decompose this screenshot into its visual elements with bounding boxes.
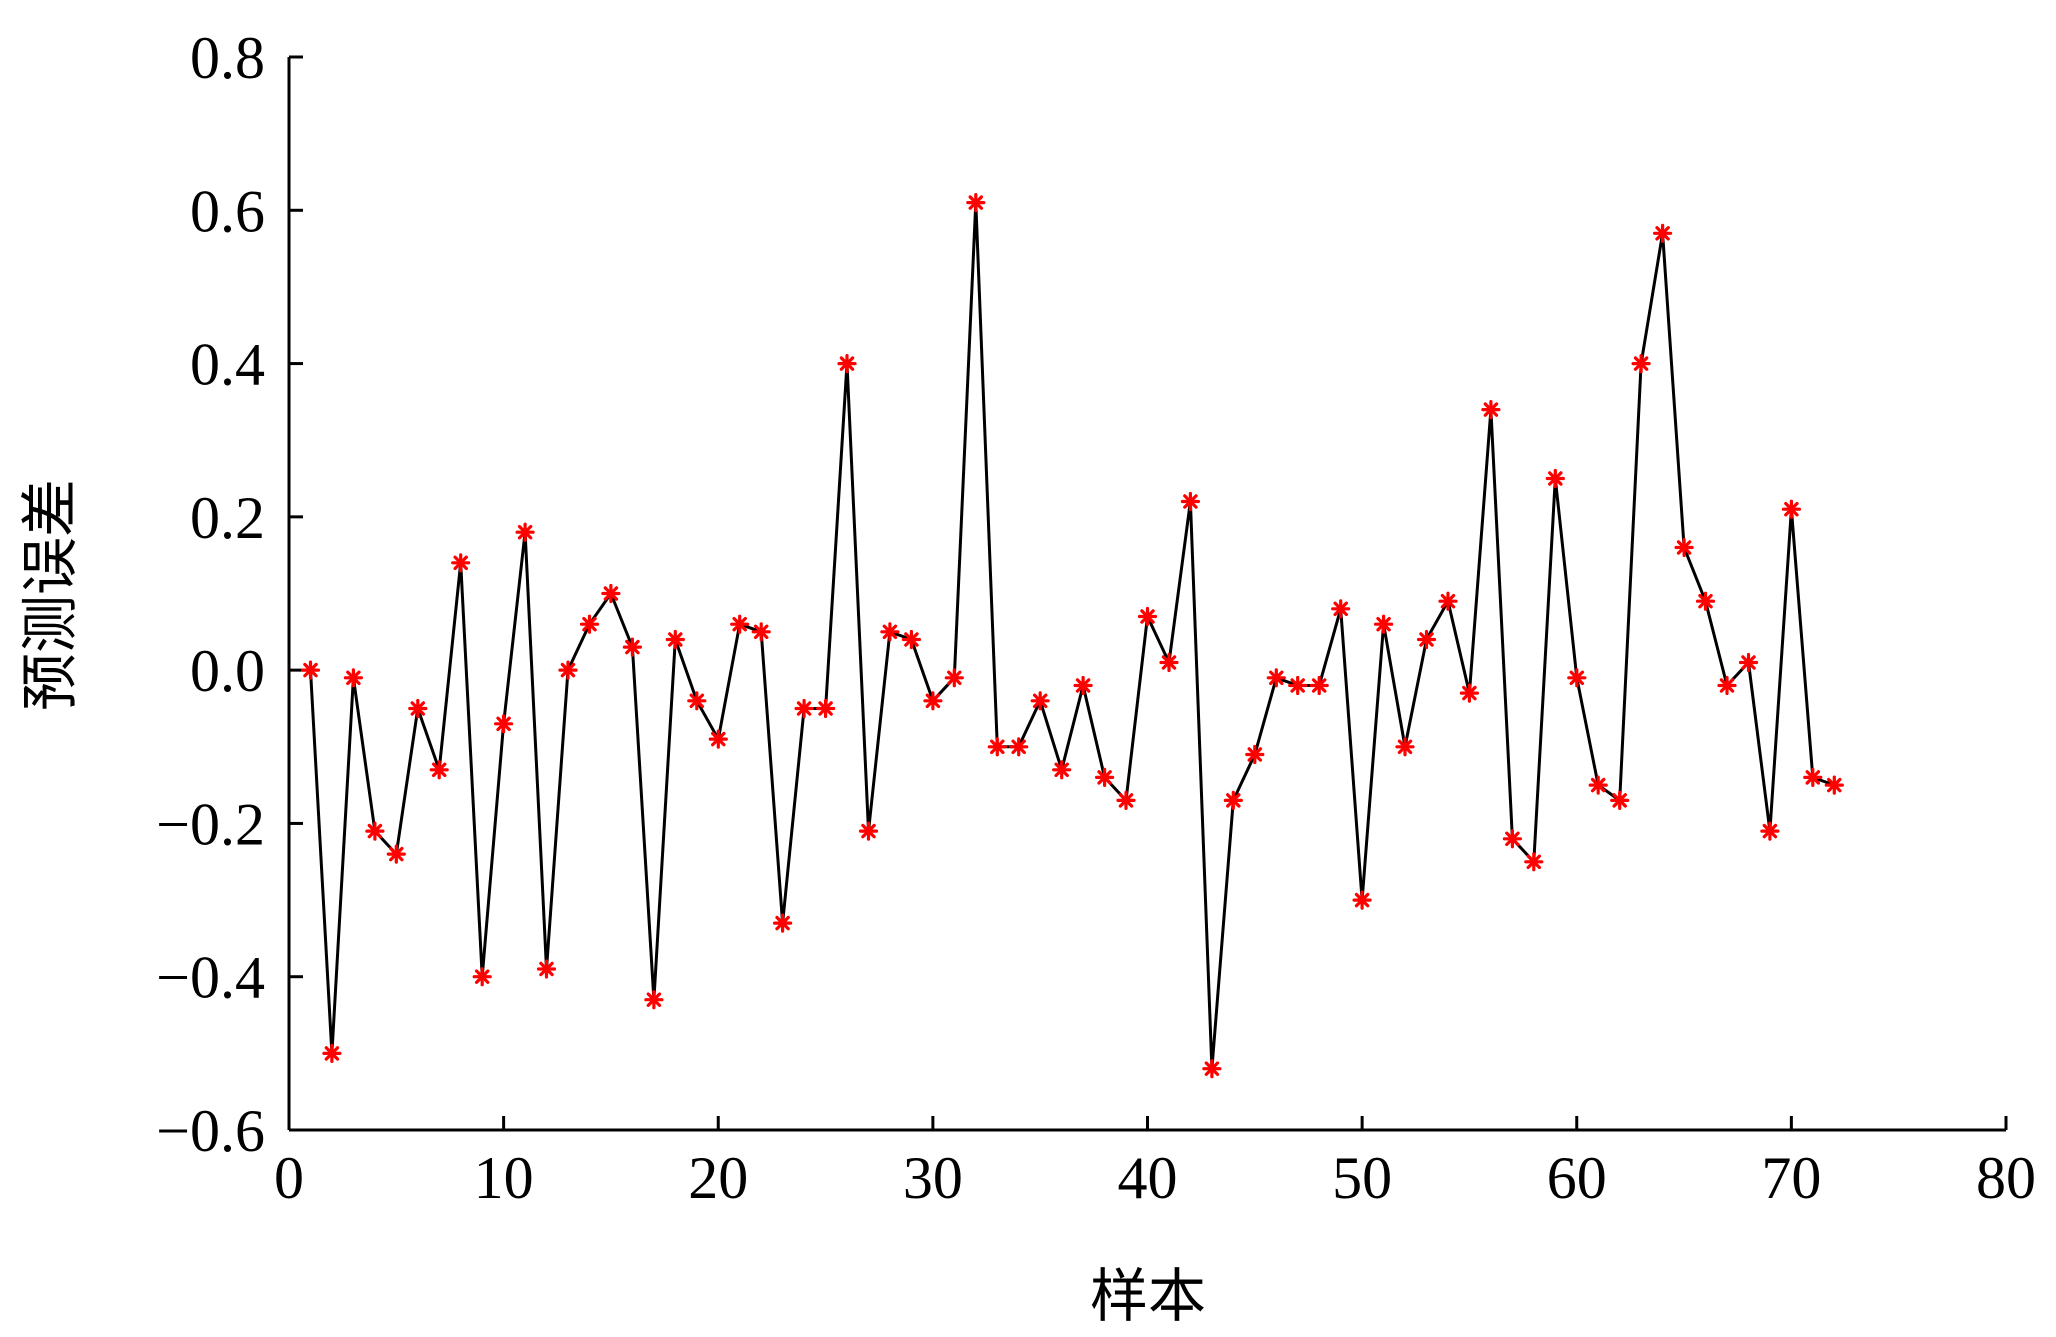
data-point-marker xyxy=(1588,775,1608,795)
data-point-marker xyxy=(1459,683,1480,703)
data-point-marker xyxy=(1781,499,1802,519)
x-tick-label: 40 xyxy=(1118,1145,1178,1211)
y-tick-label: −0.4 xyxy=(156,945,265,1011)
data-point-marker xyxy=(730,614,750,634)
y-tick-label: −0.6 xyxy=(156,1098,265,1164)
x-tick-label: 80 xyxy=(1976,1145,2036,1211)
data-point-marker xyxy=(1137,606,1158,627)
data-point-marker xyxy=(644,990,664,1010)
data-point-marker xyxy=(772,913,793,933)
data-point-marker xyxy=(343,668,363,688)
data-point-marker xyxy=(901,629,922,650)
data-point-marker xyxy=(1352,890,1372,910)
data-point-marker xyxy=(1610,790,1630,811)
y-tick-label: 0.4 xyxy=(190,332,265,398)
data-point-marker xyxy=(1052,760,1072,780)
data-point-marker xyxy=(1738,652,1759,673)
data-point-marker xyxy=(1223,790,1243,811)
y-tick-label: 0.8 xyxy=(190,25,265,91)
data-point-marker xyxy=(1416,629,1437,650)
tick-marks xyxy=(287,55,2008,1132)
data-point-marker xyxy=(1288,675,1308,696)
y-tick-label: 0.0 xyxy=(190,638,265,704)
tick-labels: −0.6 −0.4 −0.2 0.0 0.2 0.4 0.6 0.8 0 10 20 30 40 50 60… xyxy=(156,25,2036,1211)
data-point-marker xyxy=(408,698,428,719)
data-point-marker xyxy=(429,760,449,780)
x-tick-label: 70 xyxy=(1761,1145,1821,1211)
data-point-marker xyxy=(794,698,814,719)
data-point-marker xyxy=(1695,591,1716,611)
y-tick-label: 0.6 xyxy=(190,178,265,244)
data-point-marker xyxy=(1481,400,1501,420)
series-line-group xyxy=(309,201,1835,1071)
data-point-marker xyxy=(322,1043,342,1064)
data-point-marker xyxy=(1760,821,1780,841)
data-point-marker xyxy=(386,844,406,864)
data-point-marker xyxy=(472,967,492,987)
data-point-marker xyxy=(708,729,728,749)
data-point-marker xyxy=(1030,691,1050,711)
data-point-marker xyxy=(622,637,643,657)
data-point-marker xyxy=(1567,668,1587,688)
data-point-marker xyxy=(515,522,535,542)
data-point-marker xyxy=(1824,775,1844,795)
data-point-marker xyxy=(365,821,385,841)
data-point-marker xyxy=(1009,737,1029,757)
data-point-marker xyxy=(1159,652,1179,673)
data-point-marker xyxy=(1180,491,1201,512)
data-point-marker xyxy=(1631,354,1651,374)
data-point-marker xyxy=(966,193,986,213)
data-point-marker xyxy=(451,553,471,573)
data-point-marker xyxy=(1674,537,1694,558)
data-point-marker xyxy=(1266,668,1286,688)
data-point-marker xyxy=(923,691,943,711)
data-point-marker xyxy=(880,622,900,642)
data-point-marker xyxy=(1094,767,1115,788)
data-point-marker xyxy=(944,668,964,688)
data-point-marker xyxy=(1502,829,1523,849)
data-point-marker xyxy=(1717,675,1737,696)
x-tick-label: 50 xyxy=(1332,1145,1392,1211)
data-point-marker xyxy=(1073,675,1093,696)
data-point-marker xyxy=(1309,675,1329,696)
data-point-marker xyxy=(1116,790,1136,811)
y-tick-label: −0.2 xyxy=(156,791,265,857)
data-point-marker xyxy=(1545,468,1565,489)
data-point-marker xyxy=(558,660,578,680)
data-point-marker xyxy=(751,622,771,642)
data-point-marker xyxy=(1202,1059,1222,1079)
data-point-marker xyxy=(1245,744,1265,765)
data-point-marker xyxy=(665,629,685,650)
data-point-marker xyxy=(1331,599,1351,619)
data-point-marker xyxy=(987,737,1007,757)
y-tick-label: 0.2 xyxy=(190,485,265,551)
data-point-marker xyxy=(687,691,707,711)
series-line xyxy=(309,201,1835,1071)
data-point-marker xyxy=(579,614,600,634)
data-point-marker xyxy=(601,583,621,604)
x-tick-label: 60 xyxy=(1547,1145,1607,1211)
x-tick-label: 0 xyxy=(274,1145,304,1211)
data-point-marker xyxy=(494,714,514,734)
data-point-marker xyxy=(837,354,857,374)
x-tick-label: 30 xyxy=(903,1145,963,1211)
data-point-marker xyxy=(300,660,321,680)
data-point-marker xyxy=(1652,223,1673,243)
data-point-marker xyxy=(815,698,836,719)
data-point-marker xyxy=(858,821,879,841)
data-point-marker xyxy=(1373,614,1394,634)
x-tick-label: 20 xyxy=(688,1145,748,1211)
data-points xyxy=(300,193,1844,1079)
data-point-marker xyxy=(1524,852,1544,872)
data-point-marker xyxy=(1395,737,1415,757)
data-point-marker xyxy=(1803,767,1823,788)
y-axis-title: 预测误差 xyxy=(16,479,84,711)
data-point-marker xyxy=(536,959,557,979)
x-tick-label: 10 xyxy=(474,1145,534,1211)
data-point-marker xyxy=(1438,591,1458,611)
x-axis-title: 样本 xyxy=(1090,1262,1206,1330)
